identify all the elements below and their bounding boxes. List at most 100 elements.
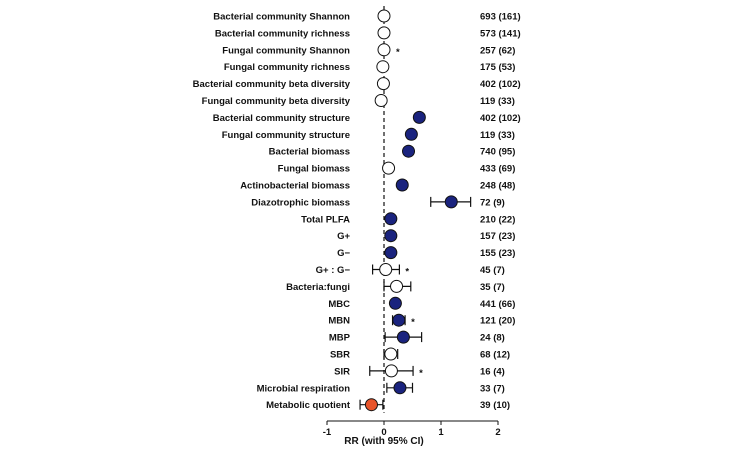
sample-size: 402 (102) [480, 79, 521, 90]
table-row: Total PLFA 210 (22) [301, 212, 515, 226]
table-row: G+ : G− * 45 (7) [316, 263, 505, 278]
table-row: MBN * 121 (20) [328, 313, 515, 328]
table-row: Bacterial community richness 573 (141) [215, 26, 521, 40]
row-label: Fungal biomass [278, 164, 350, 175]
row-label: G+ : G− [316, 265, 351, 276]
table-row: MBP 24 (8) [329, 330, 505, 344]
sample-size: 24 (8) [480, 333, 505, 344]
table-row: Bacterial community structure 402 (102) [213, 110, 521, 124]
table-row: SBR 68 (12) [330, 347, 510, 361]
row-label: Diazotrophic biomass [251, 197, 350, 208]
point-estimate [377, 9, 391, 23]
row-label: Bacteria:fungi [286, 282, 350, 293]
significance-marker: * [396, 47, 400, 58]
sample-size: 740 (95) [480, 147, 515, 158]
point-estimate [402, 144, 416, 158]
sample-size: 119 (33) [480, 130, 515, 141]
plot-rows: Bacterial community Shannon 693 (161) Bact… [193, 6, 521, 413]
row-label: Actinobacterial biomass [240, 181, 350, 192]
row-label: Bacterial community structure [213, 113, 350, 124]
point-estimate [396, 330, 410, 344]
sample-size: 573 (141) [480, 28, 521, 39]
sample-size: 119 (33) [480, 96, 515, 107]
significance-marker: * [411, 317, 415, 328]
row-label: MBP [329, 333, 351, 344]
table-row: Microbial respiration 33 (7) [257, 381, 505, 395]
table-row: Metabolic quotient 39 (10) [266, 398, 510, 412]
point-estimate [376, 77, 390, 91]
point-estimate [444, 195, 458, 209]
point-estimate [412, 110, 426, 124]
row-label: Fungal community Shannon [222, 45, 350, 56]
row-label: Fungal community structure [222, 130, 350, 141]
x-tick-label: 1 [438, 427, 444, 438]
row-label: Bacterial community beta diversity [193, 79, 351, 90]
x-tick-label: -1 [323, 427, 332, 438]
row-label: Fungal community beta diversity [202, 96, 351, 107]
point-estimate [392, 313, 406, 327]
sample-size: 45 (7) [480, 265, 505, 276]
sample-size: 33 (7) [480, 383, 505, 394]
row-label: SBR [330, 350, 350, 361]
table-row: Fungal community Shannon * 257 (62) [222, 43, 515, 58]
table-row: G+ 157 (23) [337, 229, 515, 243]
table-row: G− 155 (23) [337, 246, 515, 260]
point-estimate [384, 246, 398, 260]
row-label: G− [337, 248, 350, 259]
table-row: Fungal community beta diversity 119 (33) [202, 94, 515, 107]
table-row: Fungal biomass 433 (69) [278, 161, 515, 175]
table-row: SIR * 16 (4) [334, 364, 505, 379]
table-row: Bacteria:fungi 35 (7) [286, 279, 505, 293]
row-label: Bacterial biomass [269, 147, 350, 158]
sample-size: 248 (48) [480, 181, 515, 192]
row-label: MBN [328, 316, 350, 327]
row-label: Fungal community richness [224, 62, 350, 73]
significance-marker: * [405, 267, 409, 278]
x-axis-label: RR (with 95% CI) [344, 436, 423, 447]
point-estimate [384, 212, 398, 226]
point-estimate [379, 263, 393, 276]
point-estimate [377, 26, 391, 40]
point-estimate [384, 347, 398, 361]
sample-size: 16 (4) [480, 366, 505, 377]
point-estimate [382, 161, 396, 175]
point-estimate [404, 127, 418, 141]
sample-size: 68 (12) [480, 350, 510, 361]
sample-size: 155 (23) [480, 248, 515, 259]
table-row: Bacterial community beta diversity 402 (1… [193, 77, 521, 91]
sample-size: 157 (23) [480, 231, 515, 242]
point-estimate [395, 178, 409, 192]
sample-size: 693 (161) [480, 12, 521, 23]
table-row: Bacterial community Shannon 693 (161) [213, 9, 521, 23]
sample-size: 257 (62) [480, 45, 515, 56]
row-label: MBC [328, 299, 350, 310]
row-label: Total PLFA [301, 214, 350, 225]
table-row: MBC 441 (66) [328, 296, 515, 310]
table-row: Bacterial biomass 740 (95) [269, 144, 515, 158]
point-estimate [377, 43, 391, 57]
x-axis: -1 0 1 2 [323, 420, 501, 438]
sample-size: 175 (53) [480, 62, 515, 73]
sample-size: 35 (7) [480, 282, 505, 293]
x-tick-label: 2 [495, 427, 500, 438]
row-label: SIR [334, 366, 350, 377]
sample-size: 72 (9) [480, 197, 505, 208]
significance-marker: * [419, 368, 423, 379]
point-estimate [364, 398, 378, 412]
point-estimate [388, 296, 402, 310]
table-row: Fungal community structure 119 (33) [222, 127, 515, 141]
point-estimate [393, 381, 407, 395]
sample-size: 39 (10) [480, 400, 510, 411]
sample-size: 433 (69) [480, 164, 515, 175]
point-estimate [384, 364, 398, 378]
row-label: Bacterial community richness [215, 28, 350, 39]
point-estimate [390, 279, 404, 293]
point-estimate [384, 229, 398, 243]
table-row: Actinobacterial biomass 248 (48) [240, 178, 515, 192]
table-row: Diazotrophic biomass 72 (9) [251, 195, 505, 209]
row-label: Metabolic quotient [266, 400, 351, 411]
row-label: G+ [337, 231, 350, 242]
point-estimate [376, 60, 390, 74]
row-label: Microbial respiration [257, 383, 351, 394]
